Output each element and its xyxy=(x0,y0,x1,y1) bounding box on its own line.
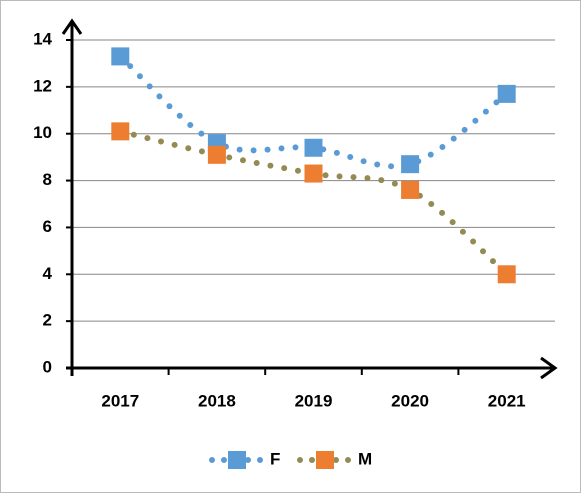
y-tick-label: 0 xyxy=(43,357,52,376)
y-tick-label: 12 xyxy=(33,76,52,95)
point-marker xyxy=(497,84,516,103)
x-tick-label: 2019 xyxy=(295,391,333,410)
point-marker xyxy=(111,47,130,66)
series-line xyxy=(117,53,510,170)
point-marker xyxy=(401,155,420,174)
legend-label: F xyxy=(270,449,280,468)
y-axis xyxy=(61,18,83,376)
y-tick-label: 8 xyxy=(43,170,52,189)
y-tick-label: 2 xyxy=(43,311,52,330)
y-tick-label: 6 xyxy=(43,217,52,236)
point-marker xyxy=(111,122,130,141)
x-tick-label: 2020 xyxy=(391,391,429,410)
y-tick-label: 14 xyxy=(33,29,52,48)
point-marker xyxy=(497,265,516,284)
y-tick-label: 10 xyxy=(33,123,52,142)
x-axis xyxy=(66,356,558,380)
point-marker xyxy=(304,164,323,183)
point-marker xyxy=(401,180,420,199)
legend-label: M xyxy=(358,449,372,468)
point-marker xyxy=(304,138,323,157)
x-tick-label: 2017 xyxy=(101,391,139,410)
legend-marker xyxy=(316,451,334,469)
y-tick-label: 4 xyxy=(43,264,53,283)
x-tick-label: 2021 xyxy=(488,391,526,410)
x-tick-label: 2018 xyxy=(198,391,236,410)
legend-marker xyxy=(228,451,246,469)
series-line xyxy=(117,128,510,278)
point-marker xyxy=(207,145,226,164)
